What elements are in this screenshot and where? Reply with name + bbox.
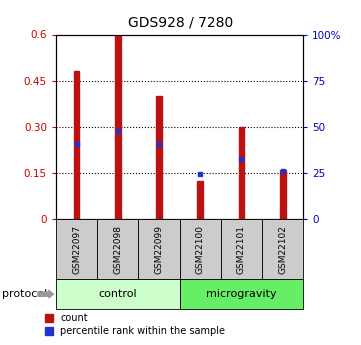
- Bar: [280, 170, 286, 219]
- Text: GDS928 / 7280: GDS928 / 7280: [128, 16, 233, 30]
- Bar: [156, 96, 162, 219]
- Text: microgravity: microgravity: [206, 289, 277, 299]
- Bar: [115, 34, 121, 219]
- Legend: count, percentile rank within the sample: count, percentile rank within the sample: [41, 309, 229, 340]
- Bar: [239, 127, 244, 219]
- Text: GSM22097: GSM22097: [72, 225, 81, 274]
- Bar: [74, 71, 79, 219]
- Bar: [197, 181, 203, 219]
- Text: control: control: [99, 289, 137, 299]
- Text: GSM22099: GSM22099: [155, 225, 164, 274]
- Text: GSM22102: GSM22102: [278, 225, 287, 274]
- Text: protocol: protocol: [2, 289, 47, 299]
- Text: GSM22098: GSM22098: [113, 225, 122, 274]
- Text: GSM22101: GSM22101: [237, 225, 246, 274]
- Text: GSM22100: GSM22100: [196, 225, 205, 274]
